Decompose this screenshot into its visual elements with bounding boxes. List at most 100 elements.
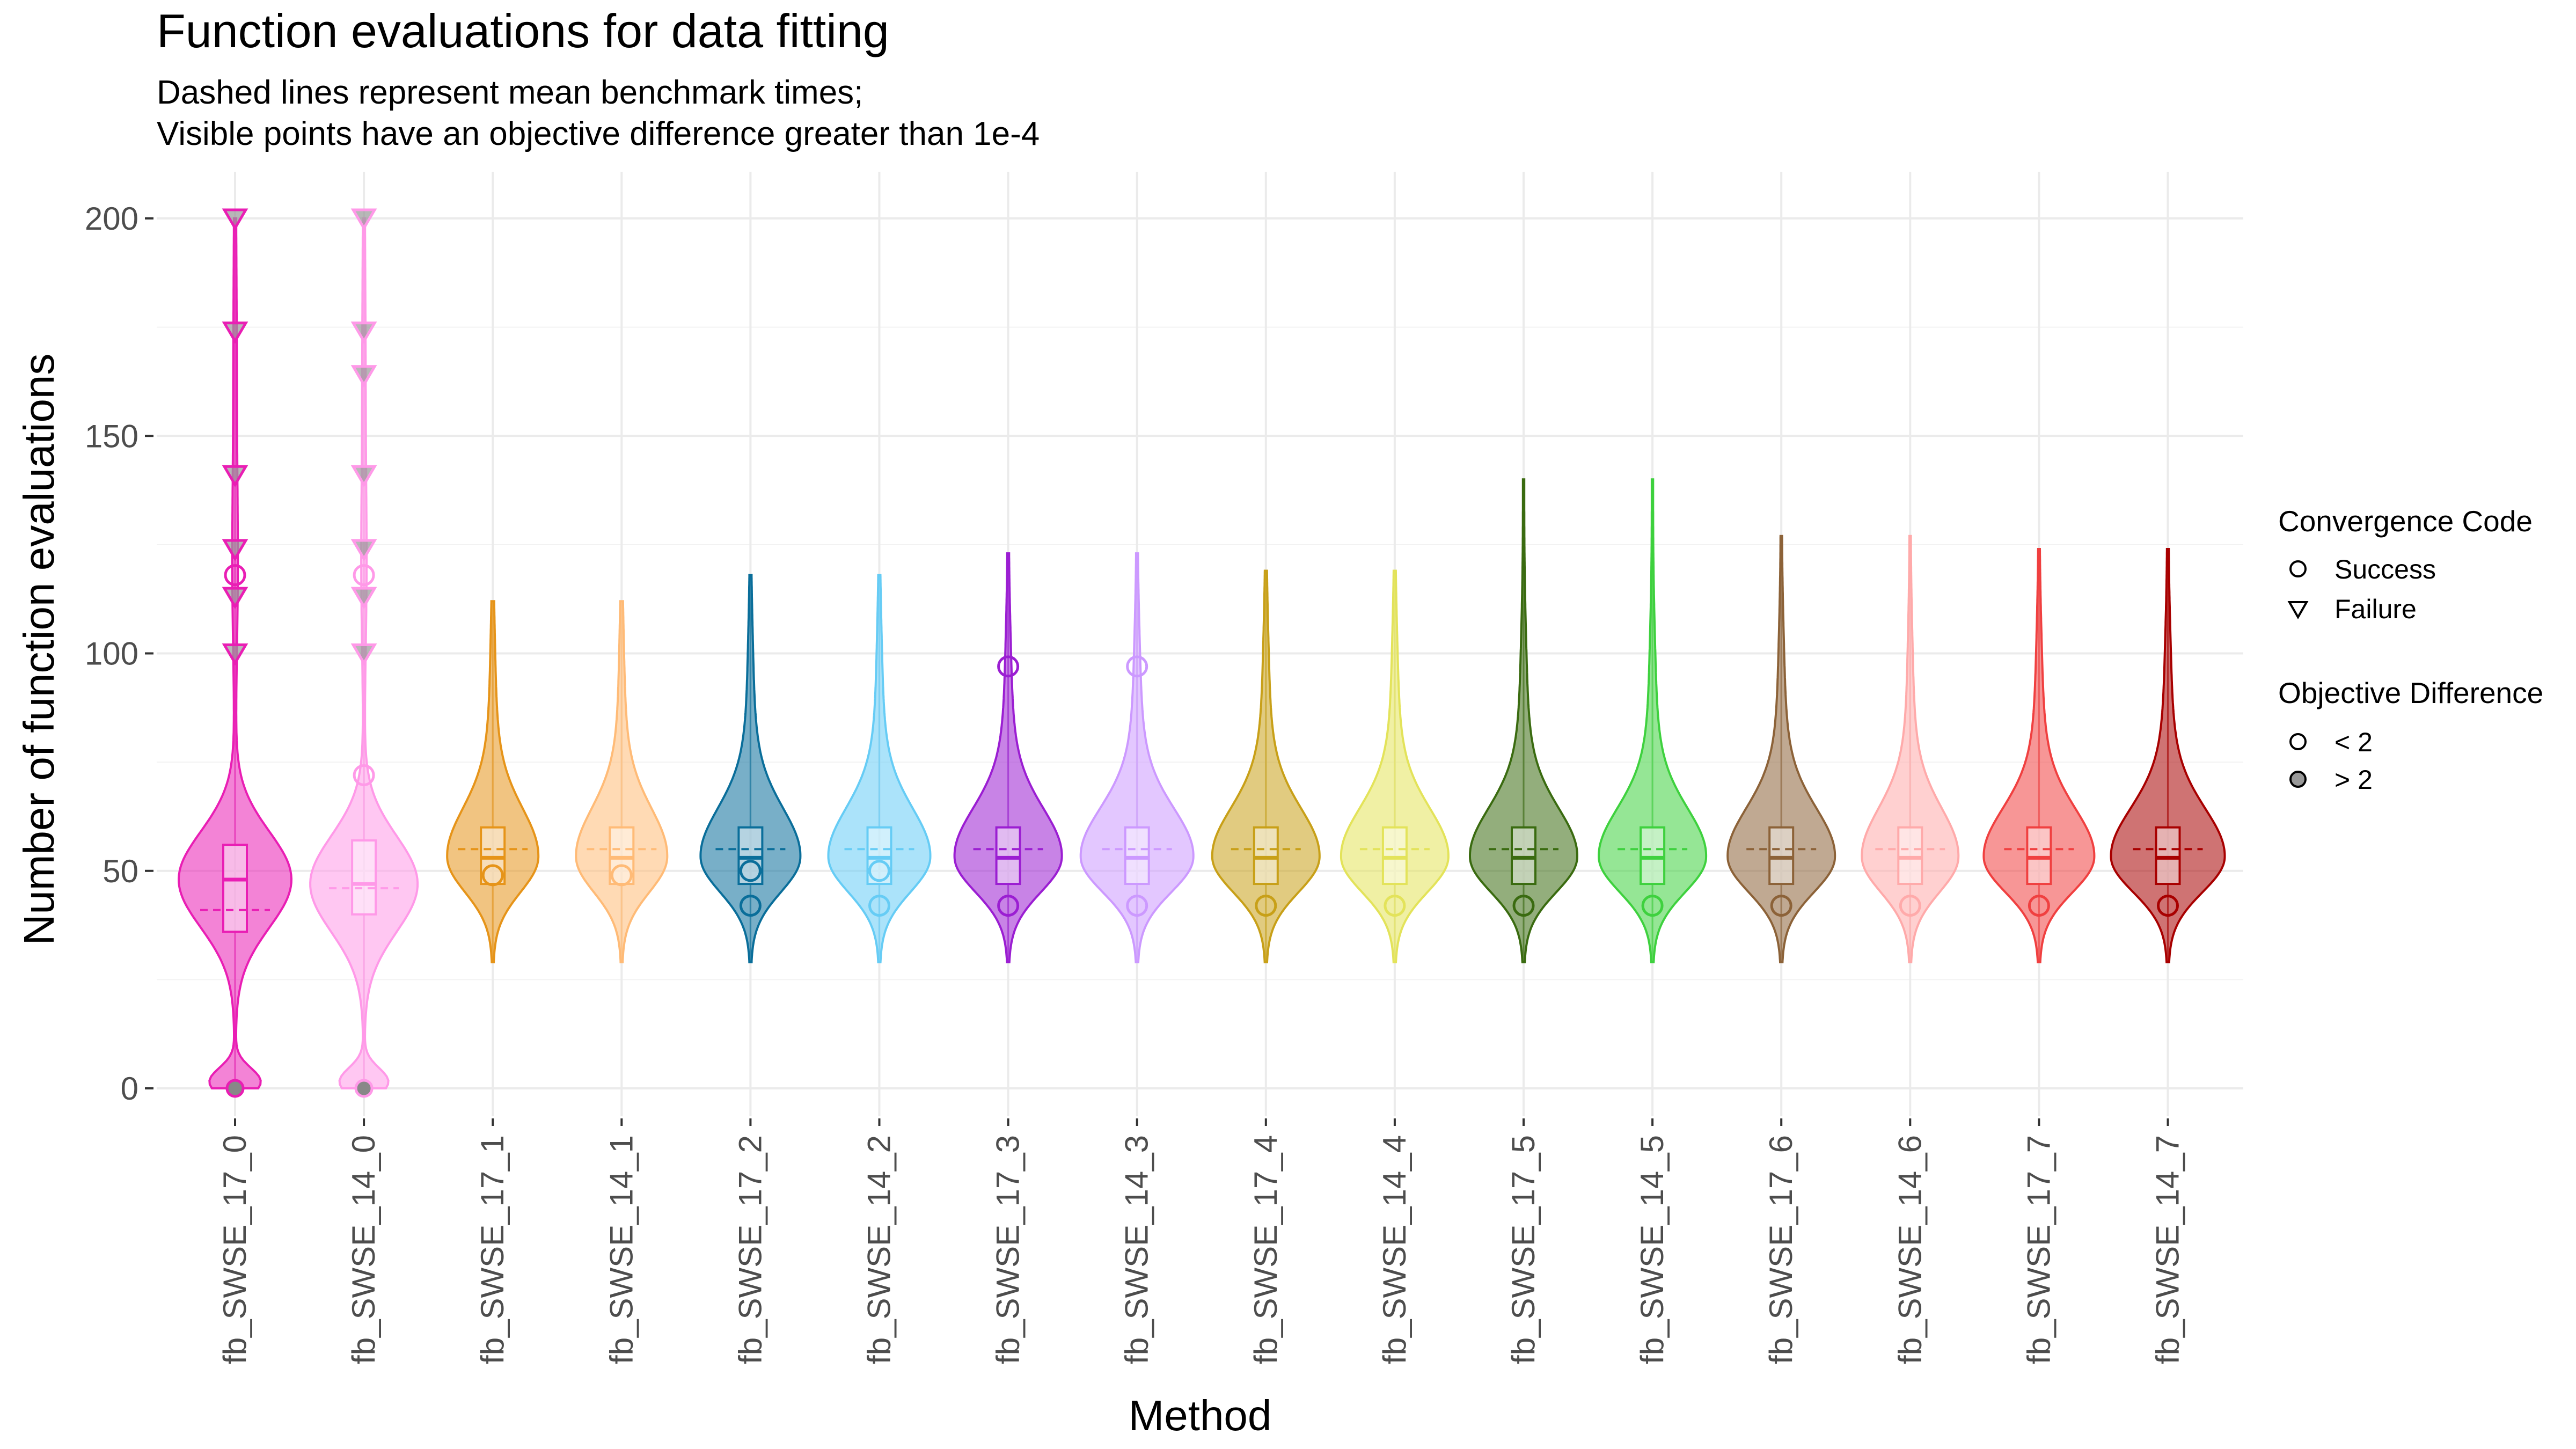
legend-circle-icon: [2289, 560, 2307, 577]
box: [222, 844, 248, 933]
violin-group: [1340, 569, 1450, 963]
y-tick-label: 50: [103, 853, 138, 889]
x-tick-label: fb_SWSE_17_4: [1248, 1135, 1284, 1364]
grid: [157, 172, 2243, 1116]
violin-group: [2110, 548, 2226, 963]
chart-subtitle-line-2: Visible points have an objective differe…: [157, 115, 1040, 152]
success-point: [1770, 895, 1792, 917]
failure-point: [222, 208, 248, 231]
box: [480, 826, 506, 885]
x-tick-label: fb_SWSE_14_3: [1119, 1135, 1155, 1364]
violin-group: [699, 574, 802, 963]
success-point: [1126, 655, 1148, 678]
violin-group: [1211, 569, 1321, 963]
x-tick-label: fb_SWSE_14_6: [1892, 1135, 1928, 1364]
legend-label-success: Success: [2334, 554, 2436, 584]
success-point: [1126, 895, 1148, 917]
x-axis-title: Method: [1129, 1392, 1272, 1439]
box: [1124, 826, 1150, 885]
success-point: [2028, 895, 2050, 917]
success-point: [868, 860, 890, 882]
violin-group: [1982, 548, 2096, 963]
box: [1897, 826, 1923, 885]
success-point: [1641, 895, 1664, 917]
y-tick-label: 200: [85, 201, 138, 237]
chart-subtitle-line-1: Dashed lines represent mean benchmark ti…: [157, 74, 863, 111]
x-tick-label: fb_SWSE_17_1: [474, 1135, 510, 1364]
success-point: [1384, 895, 1406, 917]
y-tick-label: 150: [85, 418, 138, 454]
failure-point: [350, 365, 377, 387]
violin-group: [1726, 535, 1836, 963]
y-axis: 0 50 100 150 200: [85, 201, 153, 1107]
violin-group: [177, 208, 293, 1098]
failure-point: [350, 643, 377, 666]
violin-group: [1469, 478, 1578, 963]
box: [609, 826, 635, 885]
box: [1381, 826, 1408, 885]
success-point: [610, 864, 633, 887]
legend-title-objective: Objective Difference: [2278, 676, 2543, 709]
box: [1511, 826, 1536, 885]
x-axis: fb_SWSE_17_0 fb_SWSE_14_0 fb_SWSE_17_1 fb_S…: [217, 1118, 2186, 1364]
failure-point: [222, 321, 248, 344]
violins: [177, 208, 2226, 1098]
success-point: [739, 860, 762, 882]
success-point: [997, 655, 1020, 678]
box: [995, 826, 1021, 885]
success-point: [481, 864, 504, 887]
success-point: [739, 895, 762, 917]
legend-circle-filled-icon: [2289, 771, 2307, 788]
box: [351, 839, 377, 916]
success-point: [1255, 895, 1277, 917]
success-point: [997, 895, 1020, 917]
x-tick-label: fb_SWSE_17_3: [990, 1135, 1026, 1364]
failure-point: [222, 539, 248, 561]
x-tick-label: fb_SWSE_14_5: [1634, 1135, 1670, 1364]
legend-label-failure: Failure: [2334, 594, 2417, 624]
violin-group: [309, 208, 419, 1098]
legend-triangle-down-icon: [2287, 601, 2309, 620]
x-tick-label: fb_SWSE_14_0: [346, 1135, 382, 1364]
box: [1253, 826, 1279, 885]
failure-point: [350, 208, 377, 231]
violin-group: [1598, 478, 1708, 963]
violin-group: [575, 600, 669, 963]
failure-point: [222, 587, 248, 610]
y-axis-title: Number of function evaluations: [15, 354, 63, 946]
success-point: [868, 895, 890, 917]
failure-point: [350, 539, 377, 561]
box: [1768, 826, 1795, 885]
legend-circle-open-icon: [2289, 733, 2307, 750]
legend-title-convergence: Convergence Code: [2278, 504, 2533, 538]
success-point: [353, 564, 375, 587]
box: [2155, 826, 2181, 885]
chart-title: Function evaluations for data fitting: [157, 4, 889, 57]
box: [2026, 826, 2052, 885]
success-point: [2157, 895, 2179, 917]
x-tick-label: fb_SWSE_14_7: [2150, 1135, 2186, 1364]
legend-label-gt2: > 2: [2334, 765, 2373, 795]
success-point: [1512, 895, 1535, 917]
failure-point: [222, 465, 248, 488]
legend-label-lt2: < 2: [2334, 727, 2373, 757]
y-tick-label: 0: [121, 1071, 138, 1107]
x-tick-label: fb_SWSE_17_7: [2021, 1135, 2057, 1364]
failure-point: [350, 465, 377, 488]
failure-point: [350, 321, 377, 344]
x-tick-label: fb_SWSE_14_1: [603, 1135, 639, 1364]
success-point: [225, 1079, 245, 1098]
x-tick-label: fb_SWSE_14_4: [1377, 1135, 1413, 1364]
box: [1640, 826, 1666, 885]
failure-point: [222, 643, 248, 666]
success-point: [1899, 895, 1921, 917]
violin-group: [1861, 535, 1960, 963]
legend: Convergence Code Success Failure Objecti…: [2278, 504, 2543, 795]
x-tick-label: fb_SWSE_14_2: [861, 1135, 897, 1364]
success-point: [354, 1079, 374, 1098]
violin-group: [1079, 552, 1195, 963]
x-tick-label: fb_SWSE_17_0: [217, 1135, 253, 1364]
x-tick-label: fb_SWSE_17_6: [1763, 1135, 1799, 1364]
success-point: [224, 564, 246, 587]
